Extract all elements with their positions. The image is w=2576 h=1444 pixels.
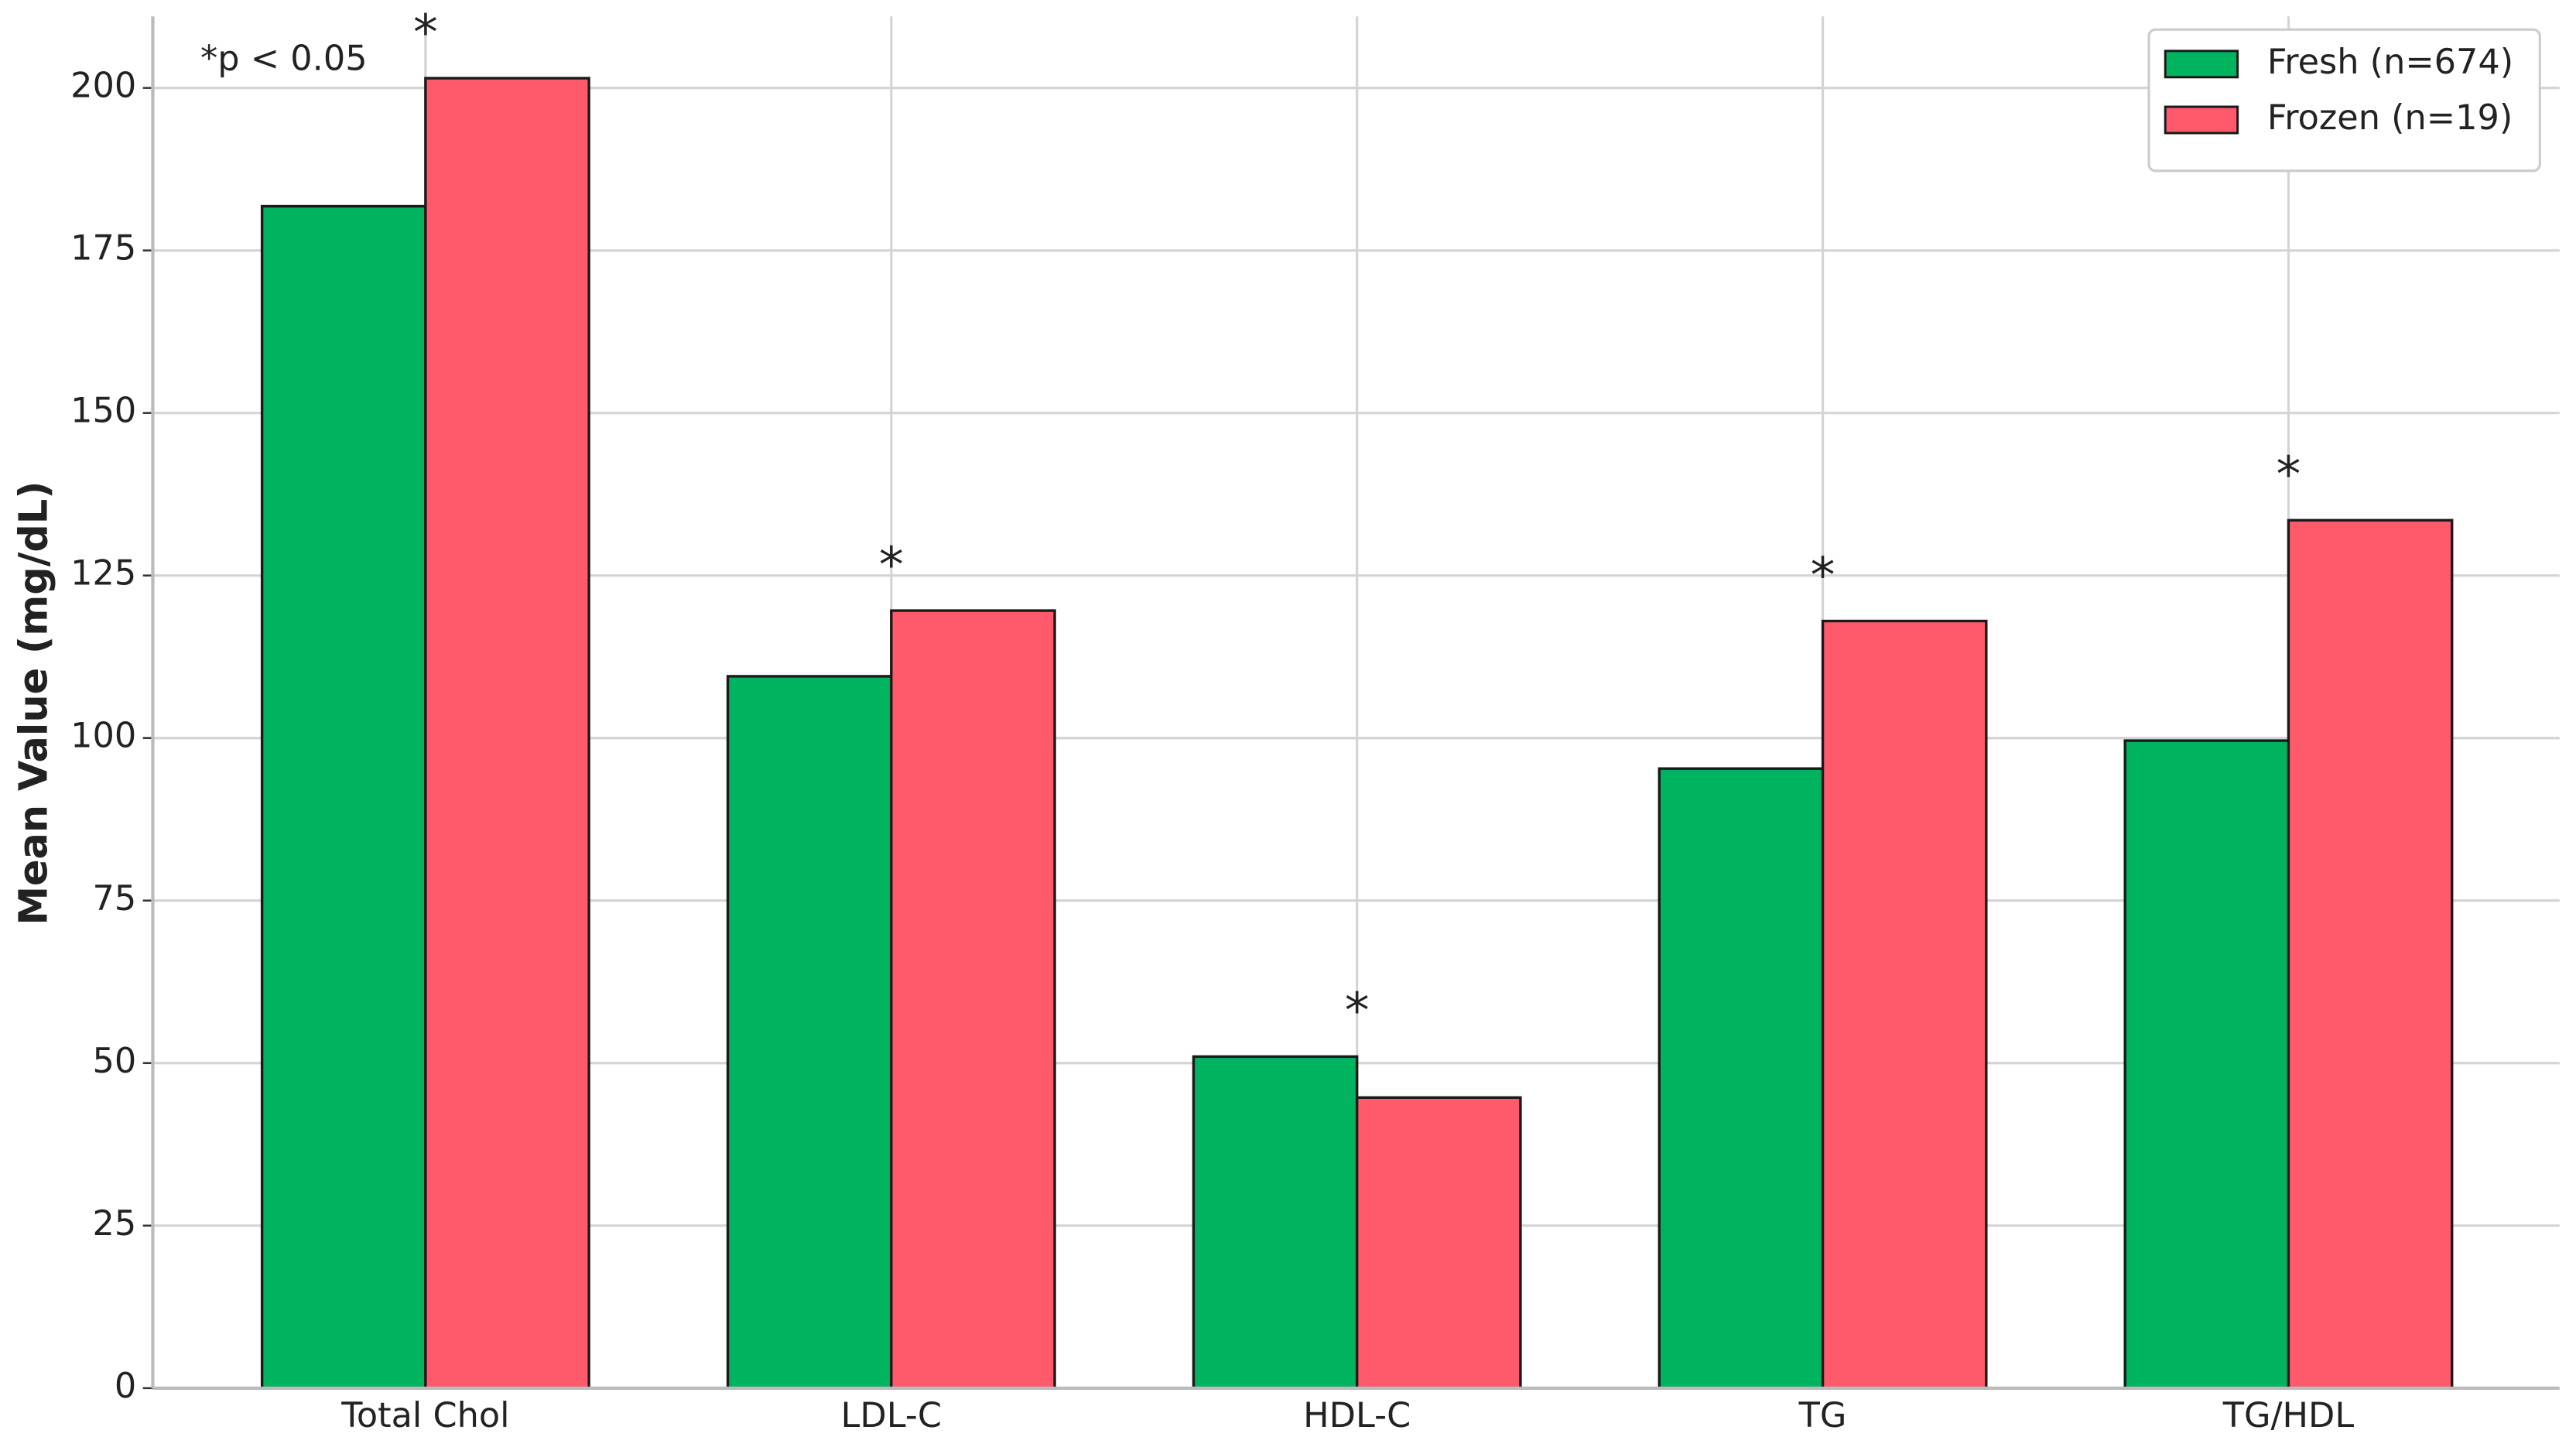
legend-swatch xyxy=(2164,105,2239,135)
significance-marker: * xyxy=(413,4,438,61)
x-tick-label: HDL-C xyxy=(1303,1395,1411,1435)
legend-swatch xyxy=(2164,50,2239,79)
significance-marker: * xyxy=(879,536,904,594)
y-tick-label: 125 xyxy=(70,553,136,594)
significance-marker: * xyxy=(2277,447,2301,504)
y-axis-label: Mean Value (mg/dL) xyxy=(12,481,57,925)
x-tick-label: Total Chol xyxy=(340,1395,509,1435)
bar xyxy=(2123,739,2290,1390)
y-tick-label: 100 xyxy=(70,716,136,756)
bar xyxy=(726,675,893,1390)
bar xyxy=(260,204,427,1390)
bar xyxy=(424,77,590,1390)
legend-label: Fresh (n=674) xyxy=(2267,42,2513,82)
legend-box xyxy=(2147,28,2541,173)
y-tick-label: 0 xyxy=(115,1366,136,1406)
annotation: *p < 0.05 xyxy=(200,39,368,79)
legend-label: Frozen (n=19) xyxy=(2267,98,2513,138)
x-tick-label: TG xyxy=(1798,1395,1847,1435)
significance-marker: * xyxy=(1811,547,1835,604)
bar xyxy=(1192,1055,1359,1390)
y-tick-label: 50 xyxy=(92,1041,136,1081)
bar xyxy=(1657,767,1825,1390)
y-tick-label: 200 xyxy=(70,66,136,106)
y-tick-label: 75 xyxy=(92,878,136,919)
y-tick-label: 25 xyxy=(92,1203,136,1244)
x-tick-label: LDL-C xyxy=(841,1395,942,1435)
bar xyxy=(2287,518,2454,1390)
y-tick-label: 150 xyxy=(70,391,136,431)
bar xyxy=(1355,1096,1522,1390)
x-tick-label: TG/HDL xyxy=(2222,1395,2355,1435)
bar xyxy=(1821,619,1988,1390)
bar xyxy=(890,609,1056,1390)
significance-marker: * xyxy=(1345,983,1370,1040)
y-tick-label: 175 xyxy=(70,228,136,269)
